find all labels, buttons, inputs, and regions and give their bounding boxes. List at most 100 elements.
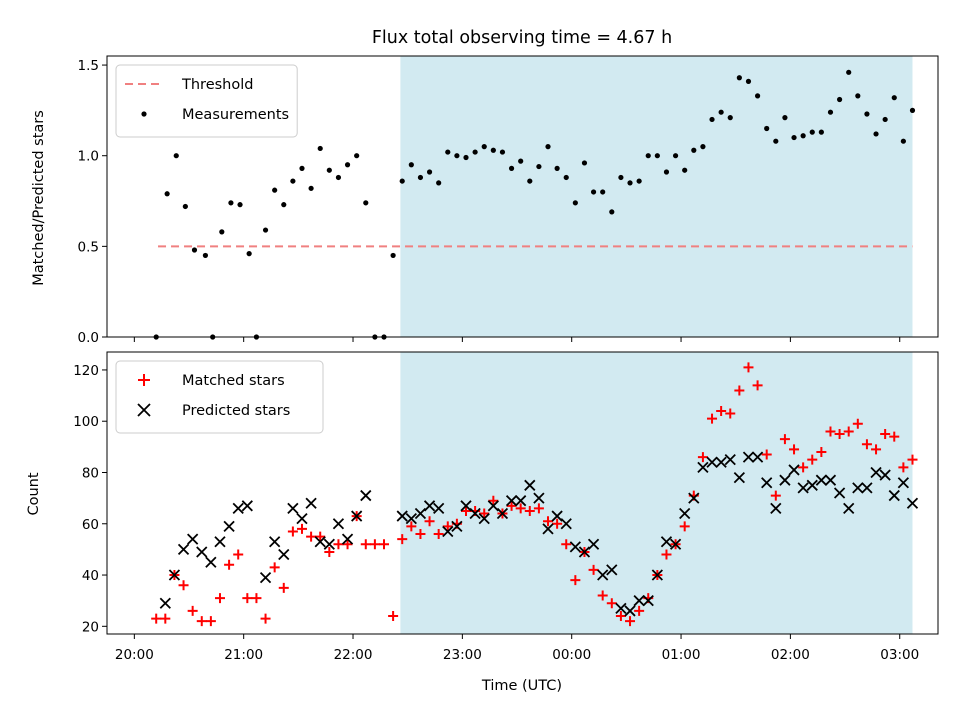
x-tick-label: 21:00 [224, 647, 263, 663]
predicted-star-point [259, 571, 272, 584]
measurement-point [508, 165, 515, 171]
matched-star-point [333, 539, 344, 550]
measurement-point [399, 178, 405, 184]
predicted-star-point [624, 605, 636, 617]
measurement-point [344, 162, 351, 168]
y-tick-label: 0.5 [78, 239, 99, 255]
measurement-point [228, 200, 234, 206]
matched-star-point [834, 429, 845, 440]
matched-star-point [588, 564, 599, 575]
measurement-point [745, 78, 752, 84]
measurement-point [645, 153, 651, 159]
predicted-star-point [159, 597, 171, 609]
predicted-star-point [515, 495, 527, 507]
predicted-star-point [305, 497, 317, 509]
predicted-star-point [761, 477, 773, 489]
measurement-point [237, 202, 243, 208]
matched-star-point [861, 439, 872, 450]
matched-star-point [625, 616, 636, 627]
matched-star-point [707, 413, 718, 424]
predicted-star-point [751, 451, 764, 463]
matched-star-point [442, 521, 453, 532]
measurement-point [882, 116, 888, 123]
legend-measurement-marker [141, 111, 147, 117]
legend-box [115, 64, 298, 138]
measurement-point [246, 251, 252, 257]
matched-star-point [880, 429, 891, 440]
measurement-point [472, 149, 478, 155]
x-tick-label: 23:00 [443, 647, 482, 663]
matched-star-point [397, 534, 408, 545]
measurement-point [909, 107, 916, 113]
bottom-y-axis-label: Count [26, 472, 42, 515]
matched-star-point [597, 590, 608, 601]
measurement-point [182, 203, 188, 210]
predicted-star-point [888, 489, 900, 502]
measurement-point [445, 149, 451, 155]
measurement-point [900, 138, 906, 144]
measurement-point [727, 115, 733, 121]
matched-star-point [798, 462, 809, 473]
measurement-point [663, 169, 670, 175]
measurement-point [700, 144, 706, 150]
matched-star-point [743, 362, 754, 373]
matched-star-point [306, 531, 317, 542]
y-tick-label: 40 [82, 568, 99, 584]
matched-star-point [488, 495, 499, 506]
x-tick-label: 03:00 [880, 647, 919, 663]
x-tick-label: 01:00 [662, 647, 701, 663]
y-tick-label: 80 [82, 465, 99, 481]
matched-star-point [543, 516, 554, 527]
predicted-star-point [241, 500, 253, 512]
predicted-star-point [679, 507, 691, 520]
measurement-point [691, 147, 697, 153]
matched-star-point [816, 446, 827, 457]
ratio-panel: 0.0 0.5 1.0 1.5 Threshold Measurements [78, 55, 939, 346]
observing-span [400, 352, 913, 634]
matched-star-point [889, 431, 900, 442]
predicted-star-point [269, 536, 281, 548]
predicted-star-point [569, 541, 581, 553]
measurement-point [272, 187, 278, 193]
observing-span [400, 56, 913, 337]
matched-star-point [552, 518, 563, 529]
predicted-star-point [168, 569, 181, 581]
matched-star-point [524, 505, 535, 516]
predicted-star-point [861, 482, 873, 494]
measurement-point [363, 200, 369, 206]
matched-star-point [342, 539, 353, 550]
legend-matched-marker [138, 374, 150, 386]
y-tick-label: 60 [82, 517, 99, 533]
measurement-point [891, 95, 897, 101]
predicted-star-point [360, 489, 372, 502]
measurement-point [317, 145, 323, 152]
measurement-point [846, 69, 852, 75]
y-tick-label: 120 [73, 363, 99, 379]
measurement-point [554, 165, 560, 171]
measurement-point [709, 116, 715, 123]
predicted-star-point [660, 536, 673, 548]
predicted-star-point [715, 456, 727, 468]
predicted-star-point [505, 495, 518, 507]
measurement-point [326, 167, 332, 173]
predicted-star-point [451, 520, 463, 532]
matched-star-point [789, 444, 800, 455]
x-tick-label: 22:00 [334, 647, 373, 663]
matched-star-point [661, 549, 672, 560]
matched-star-point [533, 503, 544, 514]
matched-star-point [615, 611, 626, 622]
predicted-star-point [487, 500, 499, 512]
y-tick-label: 100 [73, 414, 99, 430]
measurement-point [354, 153, 360, 159]
measurement-point [764, 125, 770, 132]
predicted-star-point [187, 533, 199, 545]
matched-star-point [369, 539, 380, 550]
predicted-star-point [642, 595, 654, 607]
predicted-star-point [414, 507, 427, 520]
measurement-point [682, 167, 688, 173]
measurement-point [736, 75, 742, 81]
predicted-star-point [724, 454, 736, 466]
matched-star-point [287, 526, 298, 537]
matched-star-point [825, 426, 836, 437]
